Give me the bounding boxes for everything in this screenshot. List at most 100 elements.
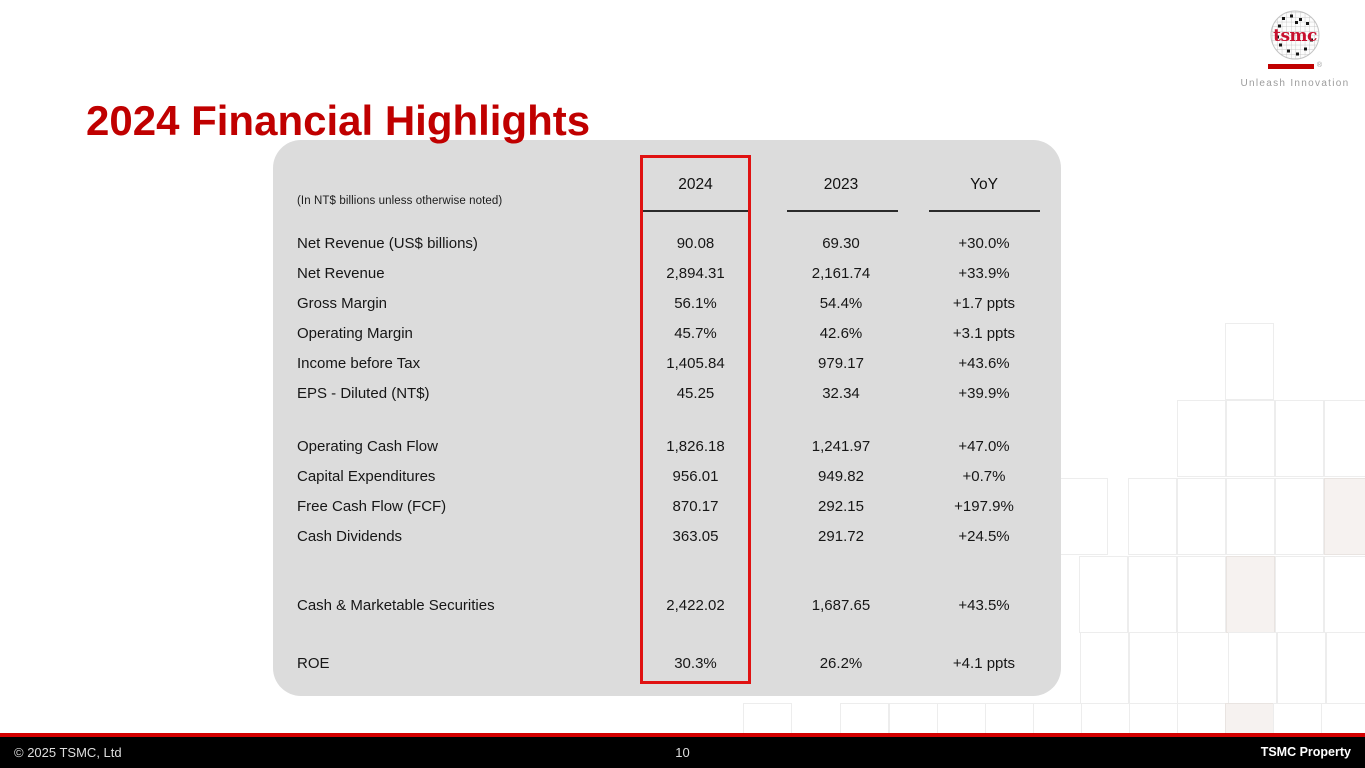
row-label: Operating Cash Flow <box>297 437 438 455</box>
wafer-tile <box>1079 556 1128 633</box>
copyright-text: © 2025 TSMC, Ltd <box>14 745 122 760</box>
value-yoy: +1.7 ppts <box>952 294 1016 312</box>
wafer-icon: tsmc <box>1270 10 1320 60</box>
wafer-tile <box>1225 323 1274 400</box>
wafer-tile <box>1226 478 1275 555</box>
table-row: Cash Dividends 363.05 291.72 +24.5% <box>273 521 1061 551</box>
value-2023: 292.15 <box>818 497 864 515</box>
wafer-tile <box>1275 478 1324 555</box>
value-yoy: +43.6% <box>958 354 1010 372</box>
value-2023: 949.82 <box>818 467 864 485</box>
table-row: Net Revenue 2,894.31 2,161.74 +33.9% <box>273 258 1061 288</box>
value-2024: 363.05 <box>672 527 719 545</box>
row-label: Capital Expenditures <box>297 467 436 485</box>
value-yoy: +33.9% <box>958 264 1010 282</box>
row-label: Gross Margin <box>297 294 388 312</box>
table-row: Gross Margin 56.1% 54.4% +1.7 ppts <box>273 288 1061 318</box>
value-yoy: +47.0% <box>958 437 1010 455</box>
wafer-tile <box>1324 478 1365 555</box>
value-2024: 30.3% <box>674 654 717 672</box>
wafer-tile <box>1177 400 1226 477</box>
wafer-tile <box>1177 478 1226 555</box>
header-underline-yoy <box>929 210 1040 212</box>
value-2023: 26.2% <box>819 654 863 672</box>
value-yoy: +197.9% <box>954 497 1014 515</box>
value-2024: 45.25 <box>676 384 715 402</box>
wafer-tile <box>1277 632 1326 709</box>
wafer-tile <box>1324 400 1365 477</box>
value-yoy: +43.5% <box>958 596 1010 614</box>
column-header-yoy: YoY <box>970 176 998 193</box>
value-2023: 1,687.65 <box>811 596 871 614</box>
row-label: Net Revenue <box>297 264 385 282</box>
row-label: ROE <box>297 654 330 672</box>
table-row: Operating Cash Flow 1,826.18 1,241.97 +47.0… <box>273 431 1061 461</box>
value-2023: 2,161.74 <box>811 264 871 282</box>
wafer-tile <box>1275 556 1324 633</box>
value-yoy: +30.0% <box>958 234 1010 252</box>
row-label: Operating Margin <box>297 324 413 342</box>
value-2023: 69.30 <box>822 234 860 252</box>
footer: © 2025 TSMC, Ltd 10 TSMC Property <box>0 737 1365 768</box>
value-2023: 32.34 <box>822 384 860 402</box>
financial-table-card: (In NT$ billions unless otherwise noted)… <box>273 140 1061 696</box>
table-row: Cash & Marketable Securities 2,422.02 1,68… <box>273 590 1061 620</box>
table-row: Capital Expenditures 956.01 949.82 +0.7% <box>273 461 1061 491</box>
highlight-box-2024-column <box>640 155 751 684</box>
table-row: ROE 30.3% 26.2% +4.1 ppts <box>273 648 1061 678</box>
logo-underline-row: ® <box>1267 62 1323 69</box>
row-label: Free Cash Flow (FCF) <box>297 497 447 515</box>
wafer-tile <box>1324 556 1365 633</box>
value-yoy: +0.7% <box>962 467 1006 485</box>
footer-red-line <box>0 733 1365 737</box>
tsmc-logo: tsmc ® Unleash Innovation <box>1229 8 1361 89</box>
value-2023: 291.72 <box>818 527 864 545</box>
value-yoy: +39.9% <box>958 384 1010 402</box>
value-yoy: +3.1 ppts <box>952 324 1016 342</box>
page-number: 10 <box>675 745 690 760</box>
header-underline-2023 <box>787 210 898 212</box>
wafer-tile <box>1226 400 1275 477</box>
registered-mark: ® <box>1316 62 1323 69</box>
value-2024: 2,422.02 <box>666 596 725 614</box>
logo-tagline: Unleash Innovation <box>1240 78 1350 89</box>
table-row: EPS - Diluted (NT$) 45.25 32.34 +39.9% <box>273 378 1061 408</box>
table-row: Free Cash Flow (FCF) 870.17 292.15 +197.9% <box>273 491 1061 521</box>
value-yoy: +4.1 ppts <box>952 654 1016 672</box>
value-2024: 1,405.84 <box>666 354 725 372</box>
wafer-tile <box>1177 556 1226 633</box>
column-header-2023: 2023 <box>823 176 859 193</box>
row-label: Income before Tax <box>297 354 421 372</box>
wafer-tile <box>1080 632 1129 709</box>
table-unit-note: (In NT$ billions unless otherwise noted) <box>297 195 503 207</box>
logo-red-bar <box>1267 64 1314 69</box>
value-2023: 42.6% <box>819 324 863 342</box>
column-header-2024: 2024 <box>678 176 713 193</box>
header-underline-2024 <box>640 210 751 212</box>
logo-wordmark: tsmc <box>1273 26 1317 46</box>
wafer-tile <box>1128 478 1177 555</box>
row-label: EPS - Diluted (NT$) <box>297 384 430 402</box>
wafer-tile <box>1128 556 1177 633</box>
value-2024: 90.08 <box>676 234 715 252</box>
property-label: TSMC Property <box>1260 745 1351 759</box>
row-label: Net Revenue (US$ billions) <box>297 234 478 252</box>
row-label: Cash & Marketable Securities <box>297 596 495 614</box>
table-rows: Net Revenue (US$ billions) 90.08 69.30 +30.… <box>273 228 1061 678</box>
value-2023: 54.4% <box>819 294 863 312</box>
table-row: Income before Tax 1,405.84 979.17 +43.6% <box>273 348 1061 378</box>
value-2024: 2,894.31 <box>666 264 725 282</box>
value-2024: 870.17 <box>672 497 719 515</box>
value-2023: 1,241.97 <box>811 437 871 455</box>
value-yoy: +24.5% <box>958 527 1010 545</box>
wafer-tile <box>1129 632 1178 709</box>
value-2024: 56.1% <box>674 294 717 312</box>
slide-title: 2024 Financial Highlights <box>86 97 591 145</box>
wafer-tile <box>1059 478 1108 555</box>
value-2024: 45.7% <box>674 324 717 342</box>
value-2024: 956.01 <box>672 467 719 485</box>
wafer-tile <box>1228 632 1277 709</box>
table-row: Net Revenue (US$ billions) 90.08 69.30 +30.… <box>273 228 1061 258</box>
wafer-tile <box>1226 556 1275 633</box>
